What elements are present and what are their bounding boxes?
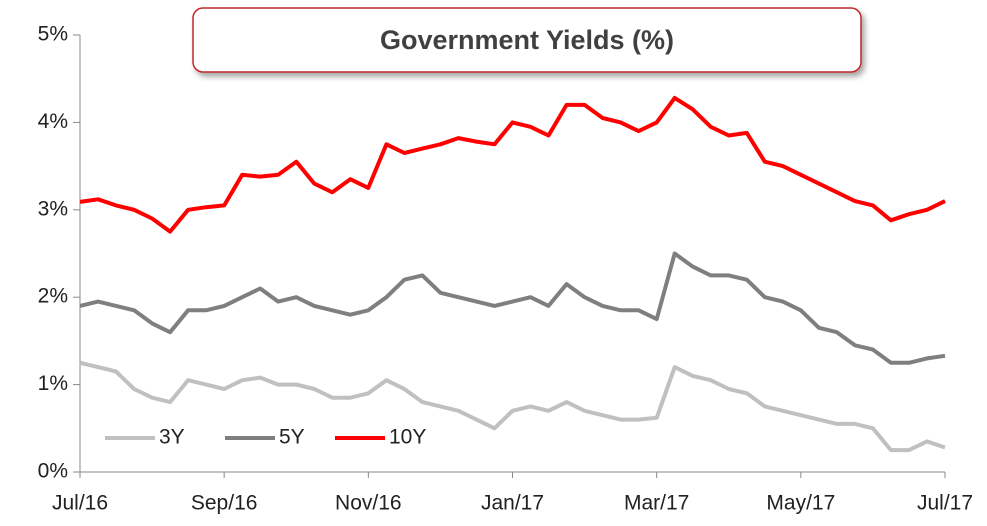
y-tick-label: 0% [38,460,68,483]
y-tick-label: 1% [38,372,68,395]
legend-label: 10Y [389,426,426,449]
line-series [79,251,946,365]
title-box [192,7,862,73]
y-tick-label: 2% [38,285,68,308]
line-series [79,95,946,234]
x-tick-label: Jul/17 [917,492,973,515]
y-tick-label: 5% [38,23,68,46]
line-series [79,360,946,453]
x-tick-label: Sep/16 [191,492,258,515]
x-tick-label: Nov/16 [335,492,402,515]
x-tick-label: Jan/17 [481,492,544,515]
chart-title: Government Yields (%) [380,25,674,55]
y-tick-label: 4% [38,110,68,133]
x-tick-label: Mar/17 [624,492,689,515]
y-tick-label: 3% [38,197,68,220]
x-tick-label: Jul/16 [52,492,108,515]
legend-label: 5Y [279,426,305,449]
legend-label: 3Y [159,426,185,449]
x-tick-label: May/17 [766,492,835,515]
